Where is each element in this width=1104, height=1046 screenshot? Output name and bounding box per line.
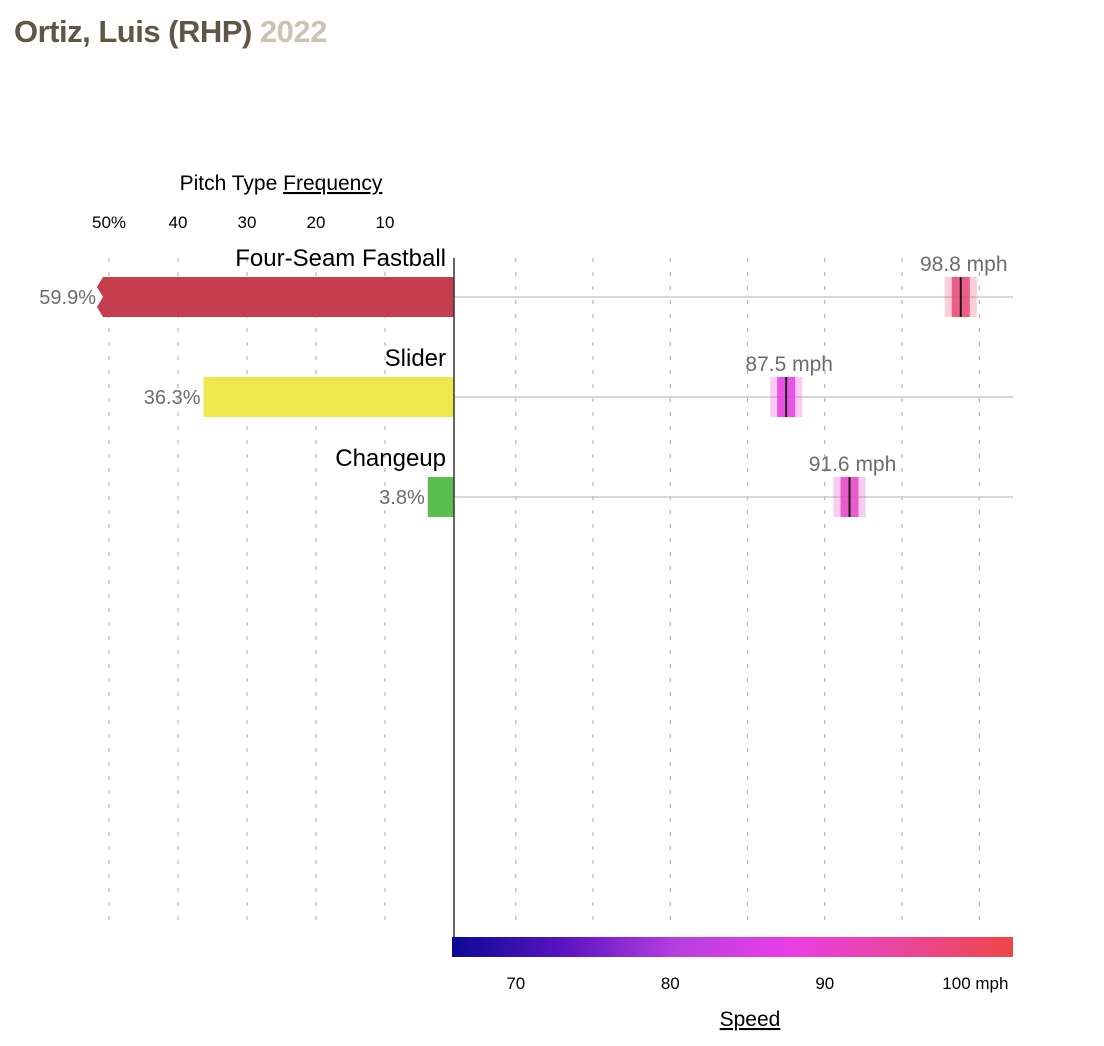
frequency-tick-label: 50% <box>92 213 126 232</box>
pitch-name-changeup: Changeup <box>335 445 446 472</box>
season-year: 2022 <box>259 14 327 49</box>
frequency-bar-slider[interactable] <box>203 377 454 417</box>
speed-axis-title[interactable]: Speed <box>720 1008 781 1031</box>
frequency-value-label: 3.8% <box>379 487 425 509</box>
frequency-value-label: 59.9% <box>39 287 96 309</box>
frequency-axis-title-prefix: Pitch Type <box>180 172 284 195</box>
frequency-bar-four-seam-fastball[interactable] <box>97 277 454 317</box>
frequency-bar-changeup[interactable] <box>427 477 454 517</box>
frequency-value-label: 36.3% <box>144 387 201 409</box>
speed-tick-label: 70 <box>506 974 525 993</box>
chart-title: Ortiz, Luis (RHP) 2022 <box>14 14 327 50</box>
pitcher-name: Ortiz, Luis (RHP) <box>14 14 252 49</box>
frequency-tick-label: 10 <box>376 213 395 232</box>
frequency-tick-label: 30 <box>238 213 257 232</box>
pitch-name-four-seam-fastball: Four-Seam Fastball <box>235 245 446 272</box>
speed-value-label: 87.5 mph <box>745 353 833 376</box>
frequency-axis-title: Pitch Type Frequency <box>180 172 383 195</box>
speed-colorscale-bar <box>452 937 1013 957</box>
speed-tick-label: 90 <box>815 974 834 993</box>
speed-value-label: 91.6 mph <box>809 453 897 476</box>
frequency-tick-label: 20 <box>307 213 326 232</box>
speed-tick-label: 80 <box>661 974 680 993</box>
frequency-tick-label: 40 <box>169 213 188 232</box>
pitch-name-slider: Slider <box>385 345 446 372</box>
frequency-link[interactable]: Frequency <box>283 172 383 195</box>
speed-tick-label: 100 mph <box>942 974 1008 993</box>
speed-value-label: 98.8 mph <box>920 253 1008 276</box>
